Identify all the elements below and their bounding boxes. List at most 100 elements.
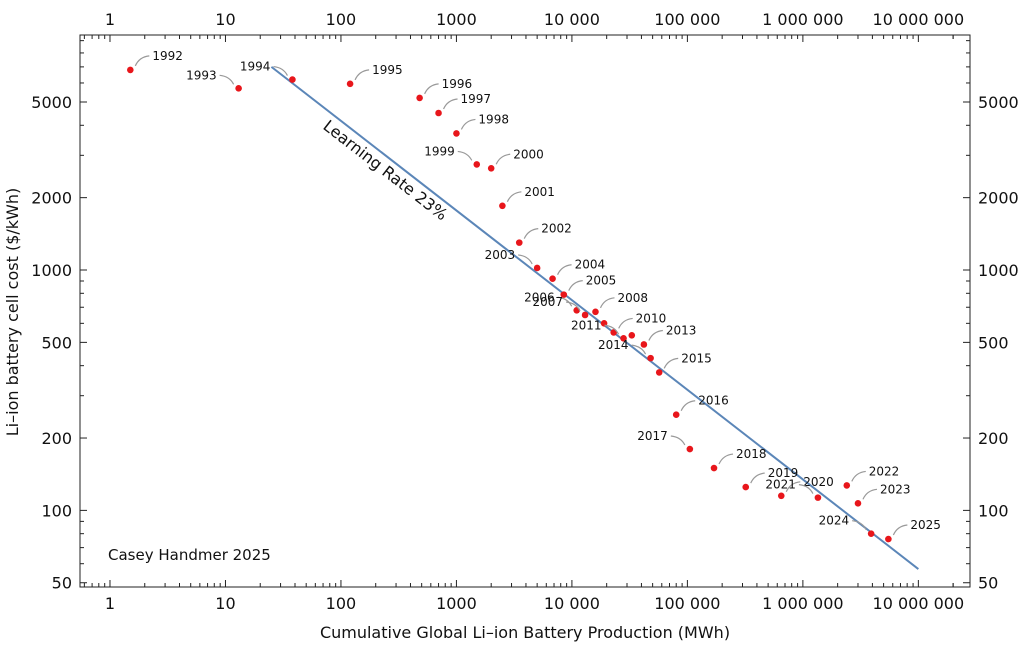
- data-point: [854, 500, 862, 507]
- year-leader-line: [424, 83, 439, 95]
- data-point: [672, 411, 680, 419]
- year-leader-line: [273, 65, 288, 76]
- data-point: [549, 275, 556, 283]
- data-point: [127, 66, 134, 74]
- year-leader-line: [750, 472, 765, 484]
- year-leader-line: [680, 400, 696, 411]
- year-label: 2013: [666, 323, 697, 337]
- year-leader-line: [862, 488, 878, 500]
- data-point: [592, 308, 599, 316]
- year-label: 2008: [617, 291, 648, 305]
- data-point: [453, 130, 460, 137]
- year-label: 2019: [768, 466, 799, 480]
- data-point: [573, 306, 580, 314]
- y-axis-title: Li–ion battery cell cost ($/kWh): [3, 188, 22, 436]
- year-leader-line: [134, 55, 150, 67]
- year-leader-line: [785, 481, 801, 493]
- year-leader-line: [557, 296, 573, 307]
- x-tick-label-bottom: 1 000 000: [762, 594, 843, 613]
- y-tick-label-right: 500: [978, 333, 1009, 352]
- year-leader-line: [631, 344, 647, 355]
- year-label: 2005: [586, 274, 617, 288]
- x-tick-label-bottom: 100 000: [654, 594, 720, 613]
- data-point: [655, 369, 663, 376]
- year-leader-line: [523, 228, 539, 239]
- data-point: [647, 354, 654, 362]
- year-leader-line: [648, 329, 663, 341]
- year-leader-line: [354, 69, 370, 81]
- y-tick-label-left: 100: [41, 501, 72, 520]
- year-label: 2006: [524, 290, 555, 304]
- learning-rate-label: Learning Rate 23%: [320, 116, 452, 224]
- y-tick-label-right: 200: [978, 429, 1009, 448]
- year-label: 2014: [598, 338, 629, 352]
- data-point: [346, 80, 354, 88]
- year-leader-line: [219, 74, 235, 85]
- year-leader-line: [718, 453, 734, 465]
- x-tick-label-top: 1: [105, 10, 115, 29]
- year-leader-line: [663, 357, 679, 369]
- year-label: 2021: [765, 478, 796, 492]
- y-tick-label-right: 2000: [978, 189, 1019, 208]
- x-tick-label-bottom: 1: [105, 594, 115, 613]
- x-tick-label-top: 100 000: [654, 10, 720, 29]
- data-point: [533, 264, 541, 272]
- year-label: 2015: [681, 351, 712, 365]
- year-leader-line: [892, 524, 908, 536]
- y-tick-label-left: 5000: [31, 93, 72, 112]
- y-tick-label-right: 100: [978, 501, 1009, 520]
- year-leader-line: [518, 254, 533, 265]
- data-point: [416, 94, 423, 102]
- year-leader-line: [670, 435, 686, 446]
- data-point: [640, 341, 648, 348]
- x-tick-label-top: 10 000: [544, 10, 600, 29]
- data-point: [742, 483, 750, 491]
- data-point: [610, 329, 617, 336]
- x-tick-label-bottom: 10 000 000: [873, 594, 965, 613]
- year-leader-line: [566, 301, 581, 312]
- year-leader-line: [618, 317, 633, 329]
- data-point: [435, 109, 442, 117]
- x-tick-label-bottom: 100: [326, 594, 357, 613]
- year-label: 2025: [910, 518, 941, 532]
- year-label: 2001: [524, 185, 555, 199]
- data-point: [777, 492, 785, 500]
- y-tick-label-right: 50: [978, 574, 998, 593]
- y-tick-label-left: 200: [41, 429, 72, 448]
- x-tick-label-bottom: 10 000: [544, 594, 600, 613]
- y-tick-label-left: 500: [41, 333, 72, 352]
- data-point: [289, 76, 296, 83]
- year-leader-line: [851, 470, 866, 482]
- data-point: [487, 164, 495, 172]
- x-axis-title: Cumulative Global Li–ion Battery Product…: [320, 623, 730, 642]
- credit-text: Casey Handmer 2025: [108, 546, 271, 564]
- year-label: 2002: [541, 222, 572, 236]
- year-label: 1998: [478, 112, 509, 126]
- year-leader-line: [599, 297, 615, 309]
- year-leader-line: [495, 153, 511, 165]
- year-label: 1997: [461, 92, 492, 106]
- data-point: [814, 494, 822, 501]
- year-label: 1994: [240, 60, 271, 74]
- x-tick-label-top: 10 000 000: [873, 10, 965, 29]
- x-tick-label-bottom: 1000: [436, 594, 477, 613]
- year-label: 2003: [485, 248, 516, 262]
- year-label: 1995: [372, 63, 403, 77]
- year-label: 1992: [152, 49, 183, 63]
- axes-layer: 1 1 10 10 100 100 1000 1000 10 000 10 000 100 000 1…: [31, 10, 1018, 613]
- year-label: 2000: [513, 147, 544, 161]
- data-point: [628, 332, 636, 339]
- year-leader-line: [568, 280, 583, 291]
- data-point: [686, 445, 694, 453]
- year-leader-line: [852, 520, 867, 530]
- data-point: [885, 535, 892, 543]
- year-label: 2007: [533, 295, 564, 309]
- x-tick-label-top: 1000: [436, 10, 477, 29]
- data-point: [710, 464, 718, 472]
- data-point: [235, 85, 242, 92]
- year-leader-line: [506, 191, 522, 203]
- x-tick-label-bottom: 10: [215, 594, 235, 613]
- year-leader-line: [604, 324, 620, 335]
- year-label: 2024: [819, 514, 850, 528]
